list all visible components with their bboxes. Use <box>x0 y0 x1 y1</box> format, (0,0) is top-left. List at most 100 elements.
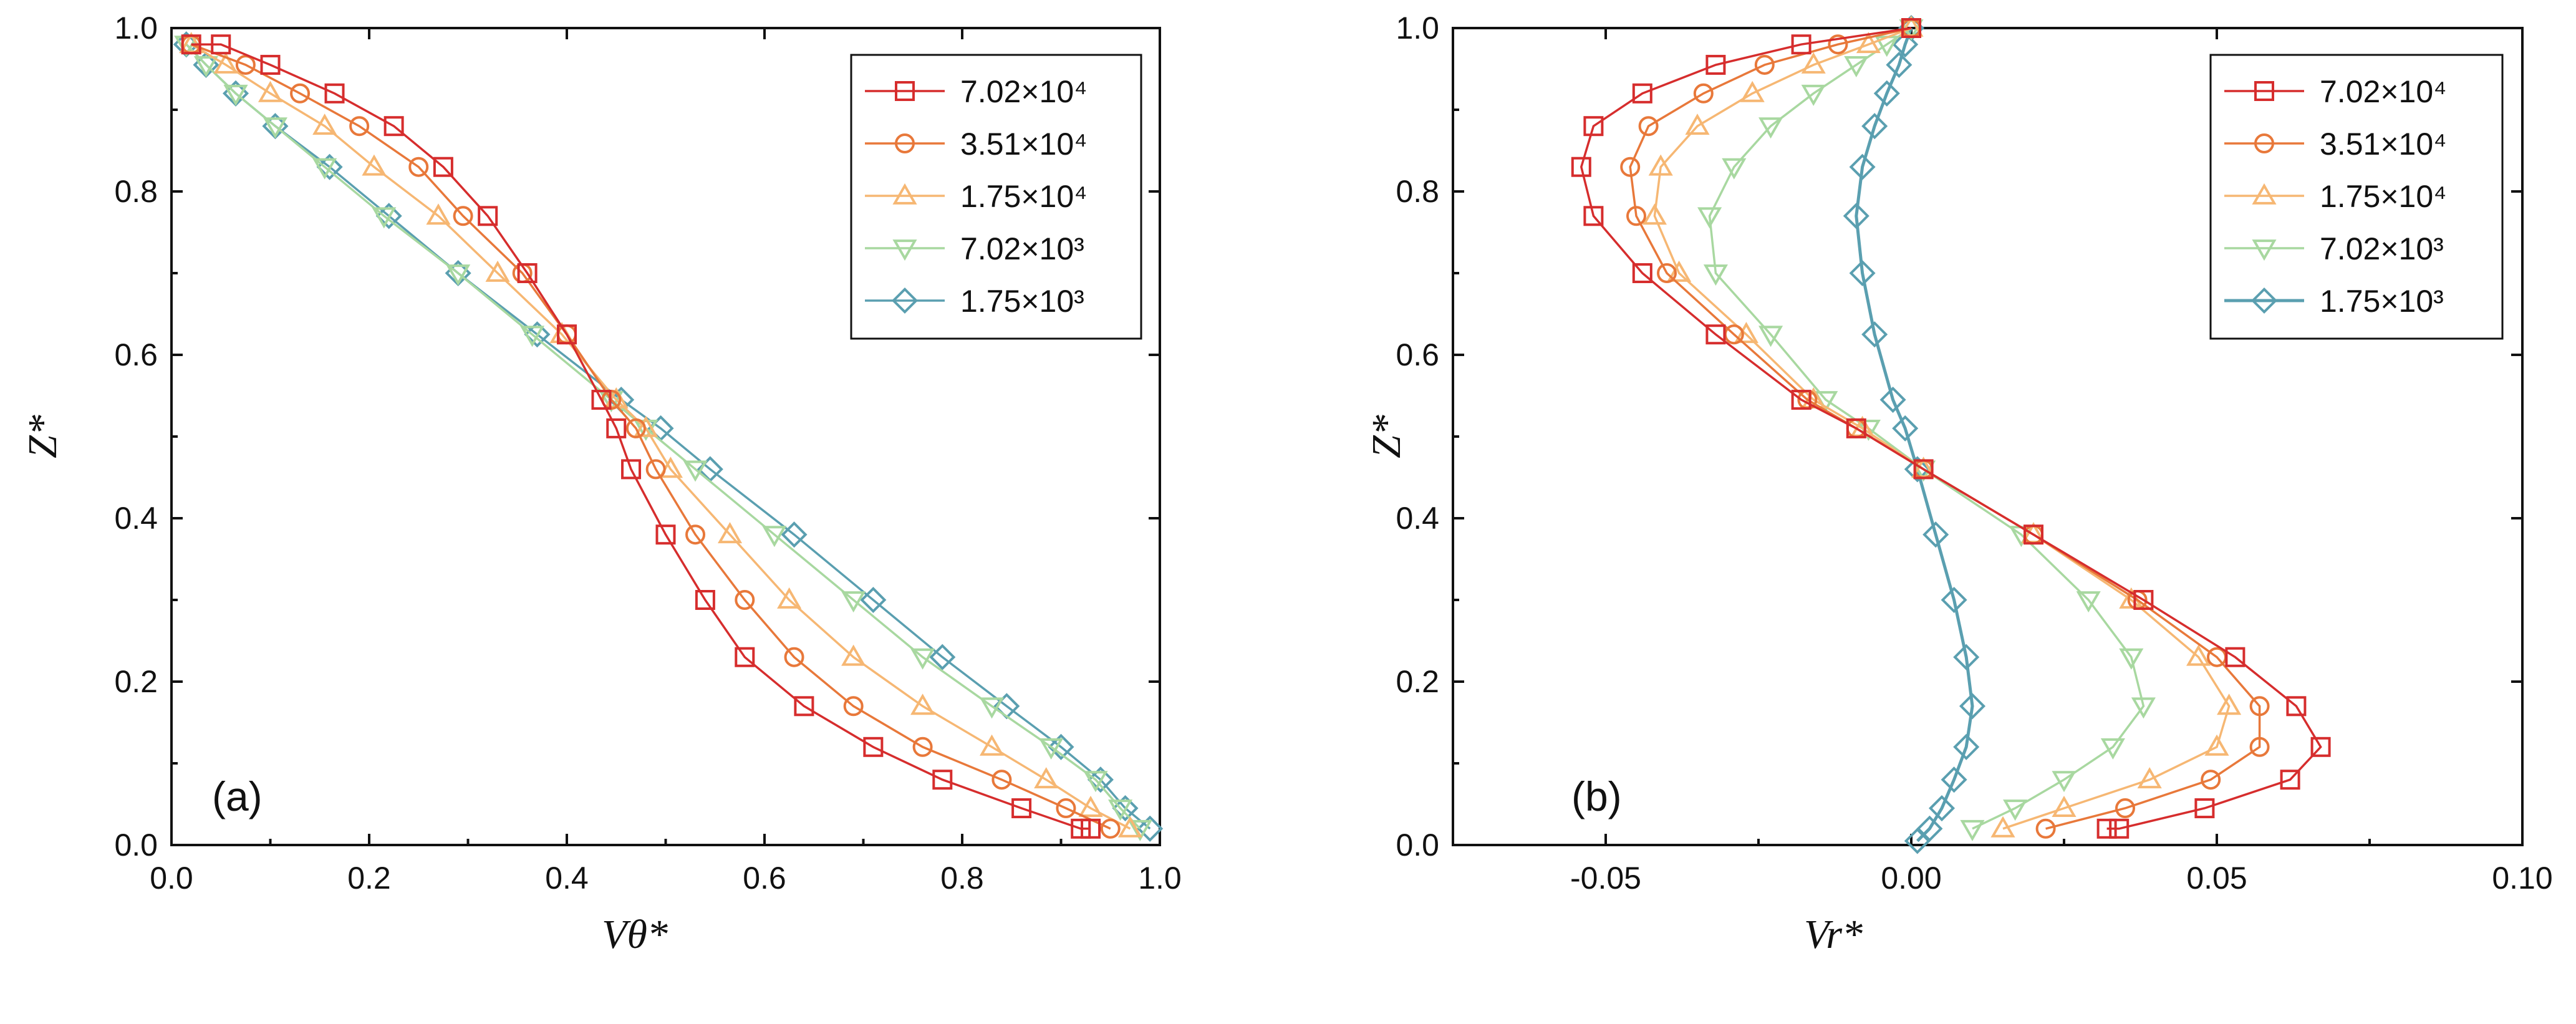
series-a-0 <box>181 34 1101 839</box>
data-point-a-3 <box>519 326 545 347</box>
data-point-b-2 <box>1642 203 1667 225</box>
panel-b: -0.05 0.00 0.05 0.10 0.0 0.2 0.4 0.6 0.8 1.0 Vr* Z*… <box>1364 11 2553 957</box>
data-point-a-4 <box>316 153 343 180</box>
data-point-a-4 <box>781 521 808 548</box>
data-point-b-3 <box>2076 591 2101 613</box>
data-point-b-2 <box>1667 260 1692 282</box>
x-tick-label-b: -0.05 <box>1570 861 1641 896</box>
data-point-b-3 <box>2052 771 2077 793</box>
data-point-b-3 <box>1801 84 1826 106</box>
legend-label-a-3: 7.02×10³ <box>960 231 1084 266</box>
data-point-b-3 <box>2131 697 2156 719</box>
data-point-b-2 <box>1740 80 1765 102</box>
data-point-a-3 <box>446 264 471 286</box>
data-point-b-2 <box>1685 114 1710 135</box>
data-point-b-3 <box>1844 56 1869 78</box>
legend-label-b-3: 7.02×10³ <box>2320 231 2444 266</box>
data-point-b-4 <box>1922 521 1949 548</box>
x-axis-title-a: Vθ* <box>602 912 668 957</box>
data-point-a-0 <box>1011 798 1032 819</box>
data-point-a-0 <box>384 116 404 137</box>
panel-label-b: (b) <box>1571 773 1622 819</box>
data-point-a-1 <box>991 770 1012 790</box>
data-point-b-3 <box>2119 648 2144 670</box>
data-point-b-4 <box>1892 31 1919 58</box>
data-point-a-0 <box>433 157 453 177</box>
data-point-a-0 <box>621 459 642 480</box>
data-point-b-1 <box>1828 34 1848 55</box>
data-point-a-1 <box>685 524 706 545</box>
x-tick-label-b: 0.05 <box>2186 861 2247 896</box>
legend-label-a-2: 1.75×10⁴ <box>960 179 1088 214</box>
data-point-b-3 <box>1697 207 1722 229</box>
series-a-1 <box>181 34 1121 839</box>
legend-marker-b-2 <box>2252 183 2277 205</box>
data-point-a-4 <box>1137 815 1164 842</box>
data-point-a-1 <box>912 737 933 757</box>
legend-label-b-4: 1.75×10³ <box>2320 284 2444 319</box>
data-point-b-0 <box>1705 54 1726 75</box>
data-point-a-3 <box>841 591 866 613</box>
legend-marker-a-3 <box>892 239 917 261</box>
data-point-b-4 <box>1904 456 1931 483</box>
data-point-b-3 <box>2003 799 2028 821</box>
data-point-b-1 <box>1754 54 1775 75</box>
data-point-a-3 <box>1083 771 1108 793</box>
data-point-a-2 <box>841 644 866 666</box>
data-point-a-2 <box>777 587 802 609</box>
data-point-b-3 <box>1703 264 1728 286</box>
data-point-a-0 <box>863 737 884 757</box>
y-tick-label-b: 1.0 <box>1396 11 1439 46</box>
data-point-b-2 <box>1899 15 1924 37</box>
y-tick-label-b: 0.6 <box>1396 337 1439 372</box>
data-point-a-3 <box>979 697 1005 719</box>
data-point-a-4 <box>1087 766 1114 793</box>
data-point-b-0 <box>1583 206 1604 226</box>
data-point-b-4 <box>1892 415 1919 442</box>
legend-label-b-2: 1.75×10⁴ <box>2320 179 2447 214</box>
data-point-b-4 <box>1904 828 1931 854</box>
data-point-a-4 <box>375 203 402 229</box>
data-point-b-2 <box>1911 456 1936 478</box>
data-point-b-0 <box>2133 590 2154 610</box>
data-point-a-3 <box>683 460 708 482</box>
data-point-b-0 <box>2194 798 2215 819</box>
data-point-b-1 <box>2035 818 2056 839</box>
data-point-b-4 <box>1886 51 1913 78</box>
data-point-b-1 <box>2201 770 2221 790</box>
data-point-a-2 <box>426 203 451 225</box>
data-point-b-3 <box>2100 738 2125 760</box>
data-point-b-2 <box>1801 52 1826 74</box>
data-point-a-1 <box>735 590 755 610</box>
legend-label-a-1: 3.51×10⁴ <box>960 127 1088 162</box>
data-point-b-4 <box>1928 795 1956 822</box>
data-point-b-2 <box>1734 322 1758 344</box>
data-point-a-0 <box>591 390 612 410</box>
data-point-a-3 <box>263 117 287 139</box>
data-point-b-1 <box>2249 737 2270 757</box>
data-point-a-1 <box>784 647 804 667</box>
legend-marker-a-2 <box>892 183 917 205</box>
data-point-a-0 <box>260 54 281 75</box>
data-point-a-1 <box>349 116 370 137</box>
data-point-a-4 <box>1048 733 1074 760</box>
legend-label-b-1: 3.51×10⁴ <box>2320 127 2447 162</box>
x-tick-label-a: 0.8 <box>940 861 984 896</box>
series-b-4 <box>1843 14 1986 854</box>
data-point-b-0 <box>2280 770 2300 790</box>
data-point-b-4 <box>1861 321 1888 348</box>
data-point-b-0 <box>2225 647 2246 667</box>
data-point-a-1 <box>408 157 429 177</box>
data-point-b-2 <box>2217 693 2242 715</box>
series-line-b-0 <box>1580 27 2322 830</box>
series-line-a-1 <box>191 43 1111 830</box>
data-point-b-4 <box>1941 766 1967 793</box>
legend-marker-a-0 <box>895 81 915 101</box>
data-point-a-2 <box>1078 795 1103 817</box>
legend-marker-a-4 <box>891 287 919 314</box>
data-point-b-4 <box>1941 586 1967 614</box>
data-point-b-0 <box>1583 116 1604 137</box>
data-point-a-2 <box>213 52 238 74</box>
legend-marker-b-3 <box>2252 239 2277 261</box>
data-point-b-2 <box>1648 154 1673 176</box>
